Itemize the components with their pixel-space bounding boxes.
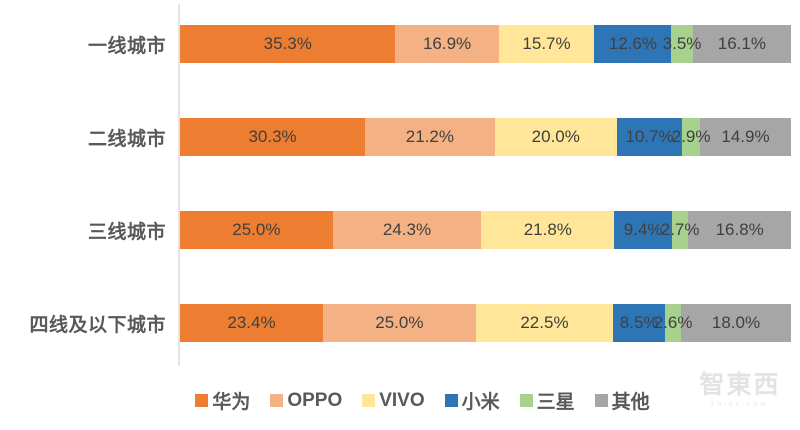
segment-value-label: 35.3% bbox=[263, 34, 312, 53]
segment-value-label: 3.5% bbox=[662, 34, 702, 53]
segment-value-label: 2.7% bbox=[660, 220, 700, 239]
segment-value-label: 15.7% bbox=[522, 34, 571, 53]
legend-label: 其他 bbox=[611, 392, 650, 413]
segment-value-label: 23.4% bbox=[227, 313, 276, 332]
legend-swatch-icon bbox=[195, 394, 209, 407]
segment-value-label: 20.0% bbox=[531, 127, 580, 146]
legend-item: 三星 bbox=[519, 387, 575, 414]
category-label: 三线城市 bbox=[87, 221, 166, 243]
segment-value-label: 25.0% bbox=[232, 220, 281, 239]
segment-value-label: 25.0% bbox=[375, 313, 424, 332]
segment-value-label: 22.5% bbox=[520, 313, 569, 332]
bar-segment: 16.1% bbox=[692, 25, 791, 63]
bar-segment: 21.2% bbox=[365, 118, 495, 156]
bar-segment: 16.9% bbox=[395, 25, 499, 63]
segment-value-label: 30.3% bbox=[248, 127, 297, 146]
bar-segment: 14.9% bbox=[699, 118, 791, 156]
bar-segment: 12.6% bbox=[594, 25, 672, 63]
legend-label: OPPO bbox=[287, 389, 343, 411]
bar-segment: 10.7% bbox=[616, 118, 683, 156]
legend-swatch-icon bbox=[444, 394, 458, 407]
bar-segment: 8.5% bbox=[613, 304, 666, 342]
bar-segment: 25.0% bbox=[180, 211, 333, 249]
bar-segment: 2.6% bbox=[654, 304, 692, 342]
bar-row: 四线及以下城市 23.4% 25.0% 22.5% 8.5% 2.6% 18.0% bbox=[0, 304, 800, 342]
bar-track: 25.0% 24.3% 21.8% 9.4% 2.7% 16.8% bbox=[180, 211, 791, 249]
bar-segment: 35.3% bbox=[180, 25, 396, 63]
bar-segment: 18.0% bbox=[681, 304, 791, 342]
segment-value-label: 16.9% bbox=[422, 34, 472, 53]
segment-value-label: 14.9% bbox=[721, 127, 770, 146]
bar-segment: 22.5% bbox=[475, 304, 614, 342]
segment-value-label: 12.6% bbox=[608, 34, 658, 53]
legend-item: OPPO bbox=[270, 390, 342, 412]
bar-segment: 2.7% bbox=[661, 211, 699, 249]
segment-value-label: 16.1% bbox=[717, 34, 766, 53]
legend-label: 小米 bbox=[461, 392, 500, 413]
y-axis-line bbox=[178, 4, 180, 366]
bar-segment: 24.3% bbox=[332, 211, 482, 249]
bar-row: 一线城市 35.3% 16.9% 15.7% 12.6% 3.5% 16.1% bbox=[0, 25, 800, 63]
bar-segment: 15.7% bbox=[498, 25, 595, 63]
segment-value-label: 21.8% bbox=[523, 220, 572, 239]
bar-track: 35.3% 16.9% 15.7% 12.6% 3.5% 16.1% bbox=[180, 25, 791, 63]
legend-swatch-icon bbox=[519, 394, 533, 407]
bar-track: 23.4% 25.0% 22.5% 8.5% 2.6% 18.0% bbox=[180, 304, 791, 342]
segment-value-label: 21.2% bbox=[405, 127, 455, 146]
segment-value-label: 8.5% bbox=[619, 313, 659, 332]
legend-swatch-icon bbox=[594, 394, 608, 407]
segment-value-label: 16.8% bbox=[715, 220, 764, 239]
category-label: 一线城市 bbox=[87, 35, 166, 57]
segment-value-label: 10.7% bbox=[625, 127, 674, 146]
bar-segment: 16.8% bbox=[688, 211, 791, 249]
bar-segment: 3.5% bbox=[663, 25, 701, 63]
segment-value-label: 24.3% bbox=[382, 220, 432, 239]
bar-segment: 30.3% bbox=[180, 118, 366, 156]
bar-segment: 23.4% bbox=[180, 304, 323, 342]
category-label: 二线城市 bbox=[87, 128, 166, 150]
legend-item: 小米 bbox=[444, 387, 500, 414]
bar-segment: 2.9% bbox=[672, 118, 710, 156]
segment-value-label: 2.9% bbox=[671, 127, 711, 146]
segment-value-label: 9.4% bbox=[623, 220, 663, 239]
bar-row: 二线城市 30.3% 21.2% 20.0% 10.7% 2.9% 14.9% bbox=[0, 118, 800, 156]
legend-label: 三星 bbox=[536, 392, 575, 413]
category-label: 四线及以下城市 bbox=[29, 314, 166, 336]
legend-item: VIVO bbox=[362, 389, 425, 412]
legend-swatch-icon bbox=[362, 394, 376, 407]
bar-segment: 9.4% bbox=[614, 211, 672, 249]
bar-segment: 25.0% bbox=[322, 304, 476, 342]
bar-segment: 20.0% bbox=[494, 118, 617, 156]
bar-row: 三线城市 25.0% 24.3% 21.8% 9.4% 2.7% 16.8% bbox=[0, 211, 800, 249]
segment-value-label: 2.6% bbox=[653, 313, 693, 332]
legend: 华为 OPPO VIVO 小米 三星 其他 bbox=[0, 387, 800, 414]
bar-track: 30.3% 21.2% 20.0% 10.7% 2.9% 14.9% bbox=[180, 118, 791, 156]
bar-segment: 21.8% bbox=[481, 211, 615, 249]
legend-item: 华为 bbox=[195, 387, 250, 414]
legend-item: 其他 bbox=[594, 387, 650, 414]
legend-label: VIVO bbox=[379, 389, 425, 411]
legend-label: 华为 bbox=[212, 392, 251, 413]
segment-value-label: 18.0% bbox=[711, 313, 761, 332]
legend-swatch-icon bbox=[270, 394, 284, 407]
